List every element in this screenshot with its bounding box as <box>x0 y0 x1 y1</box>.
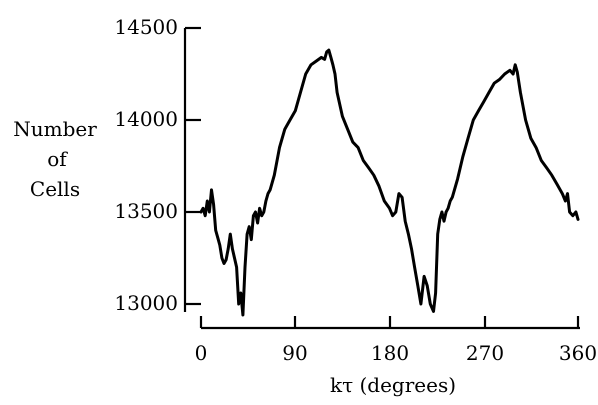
series-line-0 <box>199 48 580 317</box>
y-tick-label-14500: 14500 <box>114 15 178 39</box>
y-axis-title-line-2: of <box>47 147 68 171</box>
y-axis-title-line-3: Cells <box>30 177 80 201</box>
x-axis-title: kτ (degrees) <box>330 373 456 397</box>
y-axis-title: Number of Cells <box>13 117 97 201</box>
plot-area <box>199 48 580 317</box>
x-tick-label-90: 90 <box>282 341 307 365</box>
x-tick-label-360: 360 <box>559 341 597 365</box>
y-axis-title-line-1: Number <box>13 117 97 141</box>
y-tick-label-13000: 13000 <box>114 291 178 315</box>
x-axis: 0 90 180 270 360 kτ (degrees) <box>195 316 597 397</box>
y-tick-label-13500: 13500 <box>114 199 178 223</box>
x-tick-label-270: 270 <box>466 341 504 365</box>
y-tick-label-14000: 14000 <box>114 107 178 131</box>
y-axis: 14500 14000 13500 13000 <box>114 15 201 315</box>
x-tick-label-180: 180 <box>371 341 409 365</box>
x-tick-label-0: 0 <box>195 341 208 365</box>
